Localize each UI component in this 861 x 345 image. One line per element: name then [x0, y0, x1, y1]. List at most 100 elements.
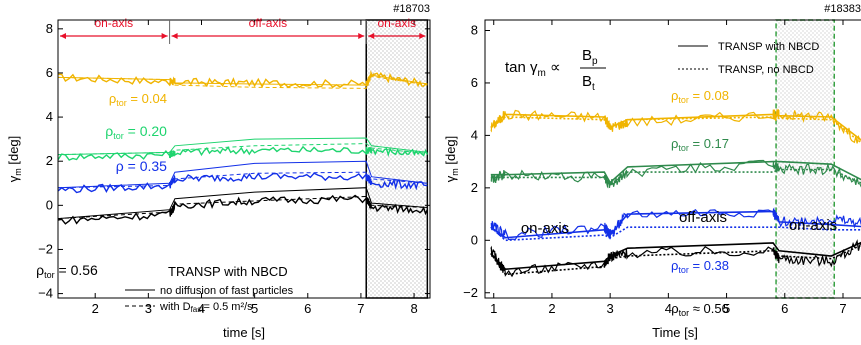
rho-subscript: tor	[44, 270, 55, 280]
phase-arrowhead-right	[161, 33, 168, 39]
legend-text: = 0.5 m²/s	[203, 301, 253, 313]
y-axis-subscript: m	[450, 168, 460, 176]
left-plot-frame	[57, 19, 431, 299]
x-tick-label: 5	[723, 301, 730, 316]
y-tick-label: 6	[46, 65, 53, 80]
rho-symbol: ρ	[36, 262, 44, 278]
y-tick-label: −2	[38, 241, 53, 256]
phase-arrowhead-right	[358, 33, 365, 39]
y-tick-label: 2	[46, 153, 53, 168]
series-3	[57, 187, 428, 225]
legend-solid-label: TRANSP with NBCD	[718, 41, 819, 53]
y-axis-label: γm [deg]	[443, 136, 460, 183]
phase-arrowhead-left	[171, 33, 178, 39]
formula-subscript: t	[592, 82, 595, 93]
formula-text: B	[582, 47, 592, 64]
x-tick-label: 2	[92, 301, 99, 316]
y-tick-label: 0	[471, 232, 478, 247]
rho-symbol: ρ	[116, 158, 124, 174]
r-series-1	[490, 159, 861, 189]
series-1-measured-line	[57, 145, 428, 161]
r-rho-label-2: ρtor = 0.38	[671, 258, 729, 275]
r-series-3-solid-line	[490, 241, 861, 271]
phase-label: on-axis	[789, 217, 837, 234]
rho-symbol: ρ	[671, 301, 678, 316]
r-series-0-solid-line	[490, 113, 861, 141]
series-0	[57, 70, 428, 89]
x-tick-label: 4	[198, 301, 205, 316]
series-2-dashed-line	[57, 171, 428, 189]
series-0-measured-line	[57, 70, 428, 89]
x-tick-label: 5	[251, 301, 258, 316]
r-series-3-measured-line	[490, 239, 861, 278]
x-axis-label: Time [s]	[652, 325, 698, 340]
x-tick-label: 8	[410, 301, 417, 316]
x-tick-label: 7	[357, 301, 364, 316]
y-axis-unit: [deg]	[6, 136, 21, 169]
y-tick-label: 4	[46, 109, 53, 124]
r-series-1-measured-line	[490, 159, 861, 189]
x-tick-label: 3	[145, 301, 152, 316]
x-tick-label: 2	[548, 301, 555, 316]
legend-title: TRANSP with NBCD	[168, 264, 288, 279]
rho-value: = 0.04	[127, 91, 167, 106]
y-axis-symbol: γ	[6, 175, 21, 182]
y-tick-label: −4	[38, 286, 53, 301]
rho-symbol: ρ	[671, 88, 678, 103]
phase-label: off-axis	[249, 16, 287, 30]
shot-number: #18383	[824, 3, 861, 15]
formula-denominator: Bt	[582, 73, 595, 93]
series-2-measured-line	[57, 172, 428, 194]
phase-arrowhead-left	[60, 33, 66, 39]
y-axis-subscript: m	[13, 168, 23, 176]
series-1	[57, 137, 428, 161]
rho-symbol: ρ	[671, 136, 678, 151]
y-tick-label: 8	[471, 22, 478, 37]
rho-symbol: ρ	[109, 91, 116, 106]
x-axis-label: time [s]	[223, 325, 265, 340]
phase-arrowhead-left	[368, 33, 375, 39]
y-axis-unit: [deg]	[443, 136, 458, 169]
rho-value: ≈ 0.56	[689, 301, 729, 316]
x-tick-label: 3	[607, 301, 614, 316]
rho-subscript: tor	[678, 143, 689, 153]
r-series-2-dotted-line	[490, 226, 861, 242]
phase-label: on-axis	[521, 220, 569, 237]
rho-symbol: ρ	[671, 258, 678, 273]
rho-subscript: tor	[678, 95, 689, 105]
series-2	[57, 160, 428, 194]
formula-subscript: p	[592, 56, 598, 67]
rho-value: = 0.56	[55, 262, 98, 278]
rho-label-2: ρ = 0.35	[116, 158, 167, 174]
formula-lhs: tan γm ∝	[505, 59, 561, 79]
series-1-dashed-line	[57, 143, 428, 156]
y-tick-label: 4	[471, 127, 478, 142]
rho-subscript: tor	[116, 98, 127, 108]
legend-subscript: fast	[191, 305, 205, 314]
y-tick-label: 8	[46, 21, 53, 36]
r-series-1-dotted-line	[490, 168, 861, 187]
formula-text: B	[582, 73, 592, 90]
series-3-solid-line	[57, 187, 428, 220]
rho-value: = 0.20	[124, 123, 167, 139]
rho-label-1: ρtor = 0.20	[105, 123, 167, 141]
x-tick-label: 4	[665, 301, 672, 316]
rho-label-3: ρtor = 0.56	[36, 262, 98, 280]
legend-solid-label: no diffusion of fast particles	[160, 285, 294, 297]
right-plot-frame	[484, 19, 861, 299]
r-series-1-solid-line	[490, 160, 861, 184]
hatched-window	[365, 19, 429, 299]
r-series-2	[490, 207, 861, 242]
legend-dashed-label: with Dfast= 0.5 m²/s	[159, 301, 253, 314]
y-axis-label: γm [deg]	[6, 136, 23, 183]
x-tick-label: 6	[781, 301, 788, 316]
legend-text: with D	[159, 301, 191, 313]
legend-dotted-label: TRANSP, no NBCD	[718, 64, 814, 76]
rho-value: = 0.35	[124, 158, 167, 174]
y-tick-label: 2	[471, 180, 478, 195]
x-tick-label: 6	[304, 301, 311, 316]
r-series-3-dotted-line	[490, 244, 861, 276]
r-rho-label-1: ρtor = 0.17	[671, 136, 729, 153]
r-series-2-measured-line	[490, 207, 861, 241]
